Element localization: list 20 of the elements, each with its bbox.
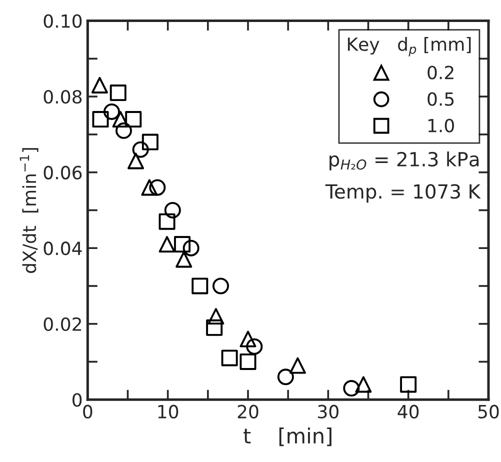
x-tick-label: 40 <box>398 404 419 418</box>
legend-label: 0.2 <box>428 66 454 80</box>
x-tick-label: 0 <box>83 404 92 418</box>
x-tick-label: 50 <box>478 404 499 418</box>
y-axis-title: dX/dt [min$^{−1}$] <box>20 148 38 273</box>
y-tick-label: 0.02 <box>44 317 82 331</box>
y-tick-label: 0.08 <box>44 90 82 104</box>
x-tick-label: 10 <box>158 404 178 418</box>
legend-label: 1.0 <box>428 118 454 132</box>
y-tick-label: 0.10 <box>44 14 82 28</box>
legend-title: Key d$_{p}$ [mm] <box>348 37 471 56</box>
x-tick-label: 30 <box>318 404 338 418</box>
y-tick-label: 0 <box>72 393 82 407</box>
y-tick-label: 0.04 <box>44 242 82 256</box>
annotation: Temp. = 1073 K <box>325 184 481 203</box>
legend-label: 0.5 <box>428 92 454 106</box>
x-tick-label: 20 <box>238 404 258 418</box>
annotation: p$_{H₂O}$ = 21.3 kPa <box>330 152 479 170</box>
x-axis-title: t [min] <box>244 428 332 446</box>
y-tick-label: 0.06 <box>44 166 82 180</box>
